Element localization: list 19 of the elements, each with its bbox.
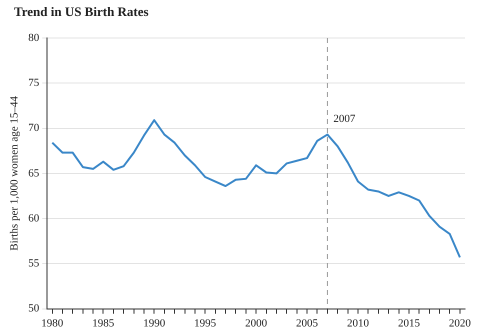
x-tick-label: 1990 bbox=[143, 317, 166, 330]
y-tick-label: 55 bbox=[28, 258, 40, 270]
x-tick-label: 2010 bbox=[347, 317, 370, 330]
x-tick-label: 1980 bbox=[41, 317, 64, 330]
x-tick-label: 1995 bbox=[194, 317, 217, 330]
y-axis-title: Births per 1,000 women age 15–44 bbox=[8, 96, 20, 251]
y-tick-label: 60 bbox=[28, 212, 40, 224]
x-tick-label: 2000 bbox=[245, 317, 268, 330]
y-tick-label: 80 bbox=[28, 32, 40, 44]
ref-line-label: 2007 bbox=[333, 113, 356, 126]
chart-title: Trend in US Birth Rates bbox=[14, 4, 149, 20]
y-tick-label: 50 bbox=[28, 302, 40, 315]
x-tick-label: 2020 bbox=[448, 317, 472, 330]
y-tick-label: 65 bbox=[28, 167, 40, 180]
x-tick-label: 2015 bbox=[398, 317, 420, 330]
x-tick-label: 2005 bbox=[296, 317, 319, 330]
y-tick-label: 75 bbox=[28, 77, 40, 90]
x-tick-label: 1985 bbox=[92, 317, 115, 330]
y-tick-label: 70 bbox=[28, 122, 40, 134]
